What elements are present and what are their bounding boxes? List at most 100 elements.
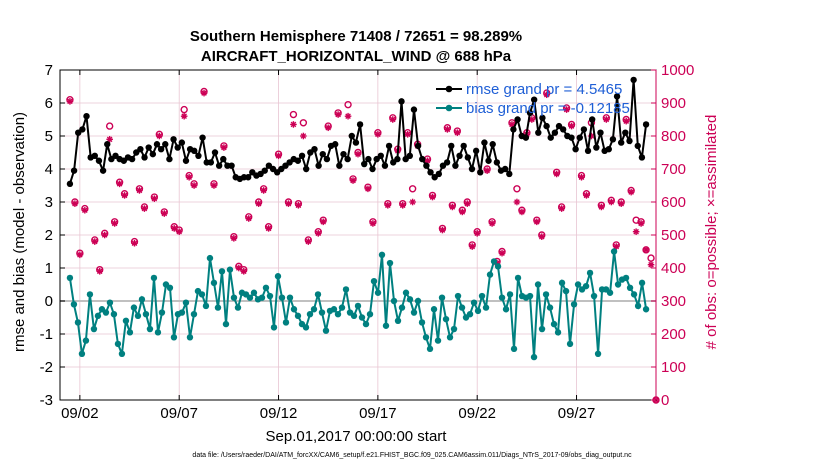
- obs-assimilated-stroke: [96, 268, 103, 275]
- x-tick-label: 09/07: [160, 405, 198, 422]
- obs-assimilated-stroke: [77, 251, 83, 258]
- obs-assimilated-stroke: [335, 111, 341, 118]
- bias-point: [170, 334, 178, 341]
- rmse-point: [91, 152, 99, 159]
- bias-point: [498, 294, 506, 301]
- bias-point: [74, 319, 82, 326]
- bias-point: [286, 294, 294, 301]
- rmse-point: [149, 150, 157, 158]
- obs-assimilated-marker: [170, 225, 178, 232]
- obs-assimilated-stroke: [643, 247, 649, 253]
- bias-point: [282, 319, 290, 326]
- obs-assimilated-marker: [81, 206, 89, 214]
- obs-assimilated-marker: [409, 198, 416, 206]
- obs-assimilated-stroke: [608, 199, 615, 205]
- rmse-point: [141, 154, 148, 161]
- rmse-point: [414, 142, 422, 150]
- rmse-point: [613, 93, 621, 100]
- right-tick-label: 0: [661, 392, 669, 409]
- bias-point: [270, 324, 278, 331]
- bias-point: [302, 324, 310, 331]
- obs-assimilated-marker: [344, 112, 352, 120]
- obs-assimilated-marker: [642, 246, 650, 254]
- obs-assimilated-stroke: [375, 131, 381, 138]
- x-axis-ticks: 09/02 09/07 09/12 09/17 09/22 09/27: [61, 70, 595, 422]
- rmse-point: [580, 126, 588, 133]
- x-tick-label: 09/17: [359, 405, 397, 422]
- bias-point: [246, 294, 254, 301]
- bias-point: [442, 315, 450, 323]
- bias-point: [338, 304, 346, 311]
- obs-assimilated-stroke: [389, 116, 396, 123]
- legend-bias-label: bias grand pr = -0.12185: [466, 100, 630, 117]
- rmse-point: [452, 162, 459, 169]
- obs-assimilated-stroke: [484, 167, 490, 174]
- left-tick-label: 4: [45, 161, 53, 178]
- rmse-point: [211, 149, 219, 156]
- obs-assimilated-marker: [121, 192, 128, 199]
- rmse-point: [406, 152, 414, 159]
- rmse-point: [199, 134, 206, 141]
- rmse-point: [228, 162, 235, 169]
- obs-assimilated-stroke: [156, 133, 163, 139]
- obs-assimilated-stroke: [533, 218, 540, 225]
- obs-assimilated-marker: [583, 192, 590, 199]
- obs-assimilated-stroke: [439, 227, 446, 233]
- obs-assimilated-stroke: [409, 199, 416, 205]
- rmse-point: [215, 162, 223, 169]
- bias-point: [426, 345, 434, 353]
- rmse-point: [551, 129, 559, 136]
- obs-assimilated-marker: [513, 198, 521, 206]
- obs-assimilated-marker: [111, 220, 118, 227]
- bias-point: [570, 301, 578, 308]
- rmse-point: [630, 76, 637, 84]
- right-tick-label: 1000: [661, 62, 694, 79]
- rmse-point: [543, 122, 550, 130]
- bias-point: [630, 291, 638, 298]
- obs-assimilated-marker: [314, 230, 322, 237]
- obs-assimilated-marker: [334, 111, 342, 118]
- x-tick-label: 09/22: [458, 405, 496, 422]
- bias-point: [130, 304, 138, 311]
- obs-assimilated-marker: [235, 264, 243, 272]
- left-tick-label: -2: [40, 359, 53, 376]
- obs-assimilated-marker: [349, 177, 357, 184]
- bias-point: [158, 309, 166, 316]
- rmse-point: [394, 155, 401, 163]
- rmse-point: [352, 139, 360, 146]
- obs-assimilated-marker: [533, 218, 541, 226]
- obs-assimilated-stroke: [260, 187, 267, 194]
- rmse-point: [178, 139, 186, 146]
- obs-assimilated-marker: [275, 152, 282, 160]
- rmse-point: [319, 150, 326, 158]
- rmse-point: [530, 96, 538, 103]
- rmse-point: [535, 129, 542, 136]
- bias-point: [154, 329, 162, 336]
- obs-assimilated-stroke: [201, 90, 207, 96]
- bias-point: [514, 274, 522, 282]
- obs-assimilated-marker: [265, 225, 272, 232]
- obs-assimilated-stroke: [275, 152, 282, 159]
- bias-point: [278, 294, 286, 301]
- bias-point: [538, 325, 546, 333]
- rmse-point: [332, 141, 339, 148]
- x-tick-label: 09/02: [61, 405, 99, 422]
- obs-assimilated-stroke: [350, 177, 356, 184]
- obs-assimilated-stroke: [255, 200, 262, 207]
- bias-point: [330, 306, 338, 313]
- left-tick-label: 5: [45, 128, 53, 145]
- obs-assimilated-marker: [468, 243, 476, 250]
- rmse-point: [576, 134, 583, 141]
- rmse-point: [381, 162, 389, 169]
- obs-assimilated-marker: [603, 116, 610, 123]
- obs-possible-marker: [105, 122, 114, 130]
- bias-point: [182, 299, 190, 306]
- legend-bias-marker: [445, 104, 453, 112]
- rmse-point: [348, 132, 355, 140]
- rmse-point: [311, 146, 318, 153]
- obs-assimilated-stroke: [231, 235, 237, 242]
- bias-point: [558, 279, 566, 287]
- obs-assimilated-stroke: [151, 195, 158, 202]
- obs-assimilated-marker: [354, 150, 362, 158]
- right-tick-label: 400: [661, 260, 686, 277]
